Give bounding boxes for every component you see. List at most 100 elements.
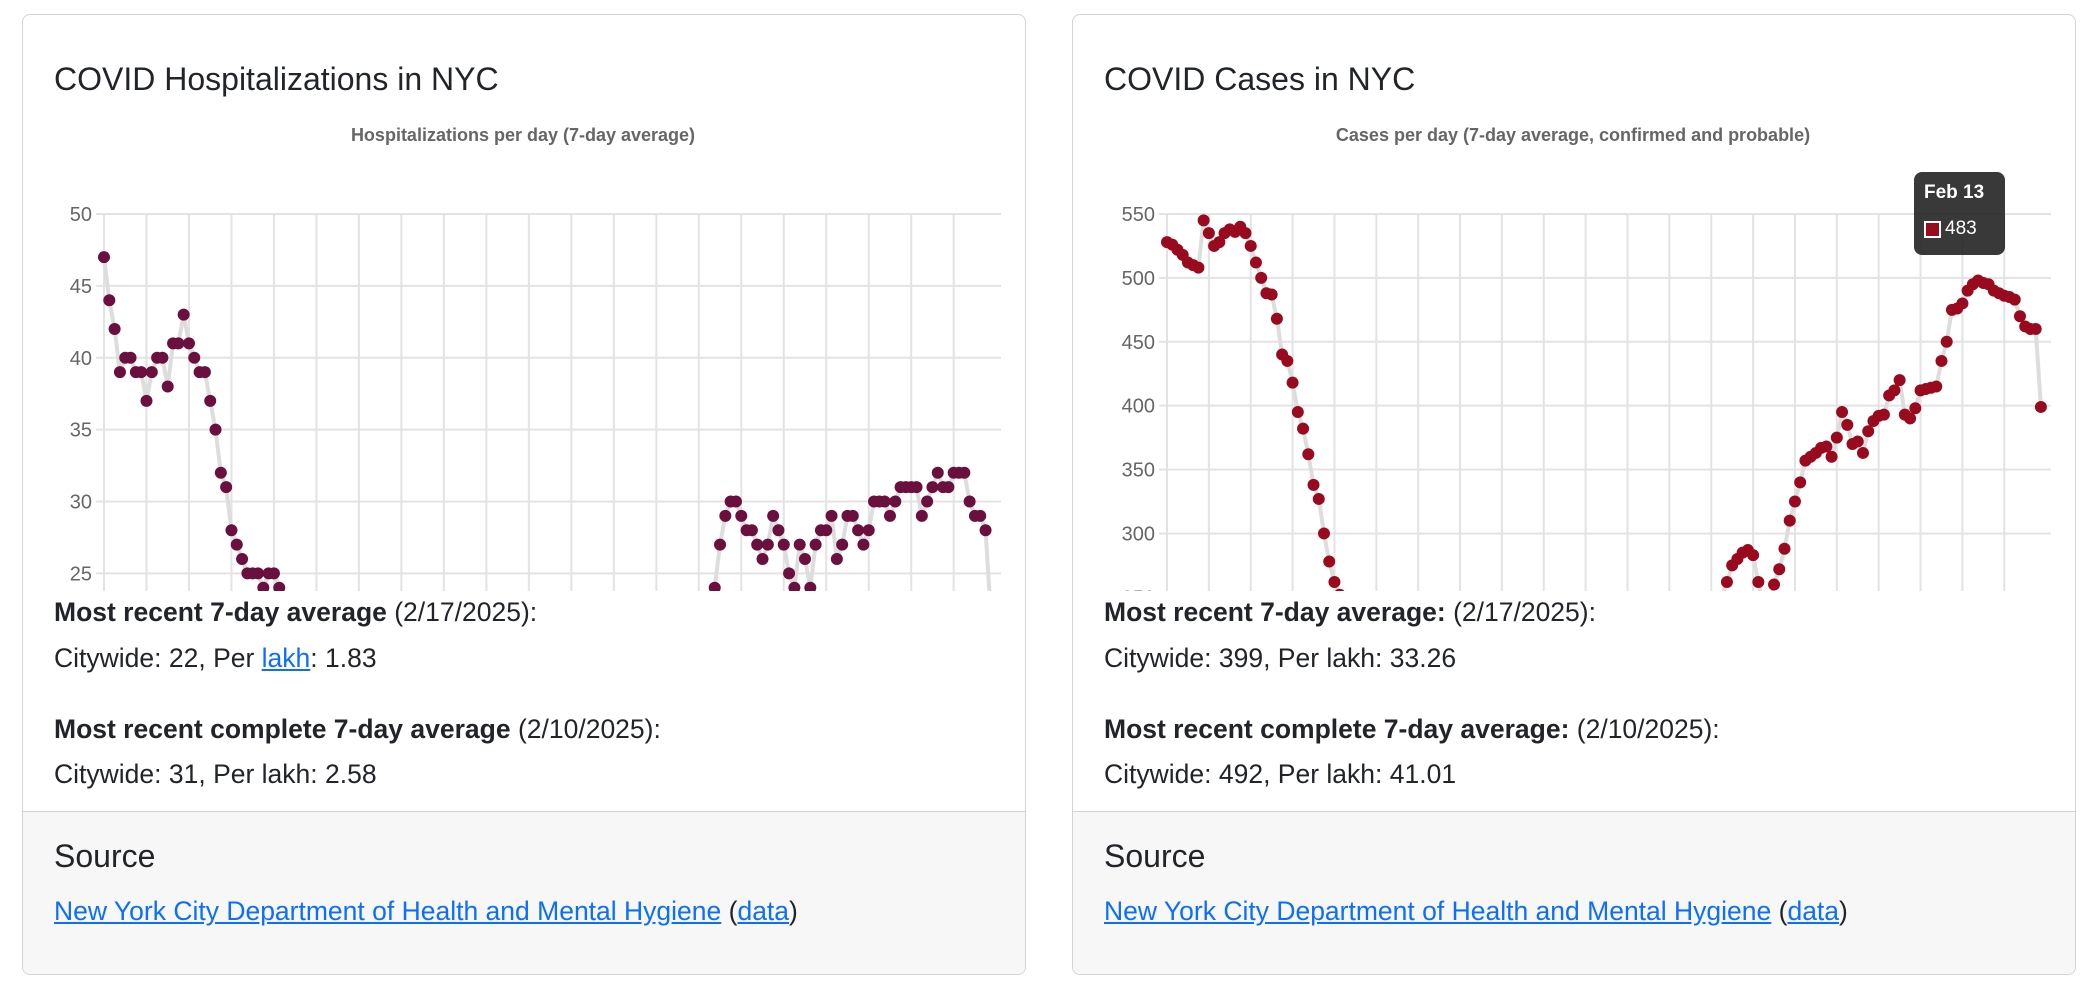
y-tick-label: 550 — [1122, 204, 1155, 226]
source-link[interactable]: New York City Department of Health and M… — [1104, 896, 1772, 926]
y-tick-label: 350 — [1122, 460, 1155, 482]
recent-average-label: Most recent 7-day average — [54, 597, 387, 627]
data-point — [267, 567, 280, 580]
y-tick-label: 35 — [70, 420, 92, 442]
data-point — [172, 337, 185, 350]
data-point — [188, 351, 201, 364]
data-point — [1820, 440, 1833, 453]
complete-average-date: (2/10/2025): — [510, 714, 661, 744]
data-point — [751, 538, 764, 551]
data-point — [161, 380, 174, 393]
data-point — [761, 538, 774, 551]
data-point — [883, 509, 896, 522]
data-point — [140, 394, 153, 407]
data-point — [204, 394, 217, 407]
recent-average-heading: Most recent 7-day average (2/17/2025): — [54, 595, 537, 629]
complete-average-values: Citywide: 31, Per lakh: 2.58 — [54, 759, 377, 789]
data-point — [1312, 492, 1325, 505]
lakh-link[interactable]: lakh — [261, 643, 311, 673]
data-point — [1255, 271, 1268, 284]
data-point — [1841, 418, 1854, 431]
data-point — [1836, 406, 1849, 419]
recent-average-date: (2/17/2025): — [386, 597, 538, 627]
data-point — [1909, 402, 1922, 415]
data-point — [878, 495, 891, 508]
data-point — [830, 553, 843, 565]
paren-close: ) — [1839, 896, 1848, 926]
source-link[interactable]: New York City Department of Health and M… — [54, 896, 722, 926]
card-title: COVID Cases in NYC — [1104, 61, 1416, 97]
data-point — [756, 553, 769, 565]
data-point — [1935, 354, 1948, 367]
recent-average-values: Citywide: 399, Per lakh: 33.26 — [1104, 643, 1457, 673]
data-point — [145, 366, 158, 379]
data-point — [108, 323, 121, 335]
data-link[interactable]: data — [1787, 896, 1840, 926]
data-point — [214, 466, 227, 479]
y-tick-label: 300 — [1122, 523, 1155, 545]
data-point — [921, 495, 934, 508]
data-point — [1317, 527, 1330, 540]
card-title: COVID Hospitalizations in NYC — [54, 61, 499, 97]
data-point — [862, 524, 875, 537]
data-point — [1335, 588, 1345, 591]
complete-average-heading: Most recent complete 7-day average: (2/1… — [1104, 712, 1720, 746]
data-point — [1778, 542, 1791, 555]
recent-average-values: Citywide: 22, Per lakh: 1.83 — [54, 641, 377, 675]
data-point — [809, 538, 822, 551]
data-point — [820, 524, 833, 537]
data-point — [1307, 478, 1320, 491]
data-point — [2029, 323, 2042, 335]
data-point — [1888, 384, 1901, 397]
data-point — [719, 509, 732, 522]
data-point — [846, 509, 859, 522]
tooltip-date: Feb 13 — [1924, 182, 1985, 203]
complete-average-heading: Most recent complete 7-day average (2/10… — [54, 712, 661, 746]
data-point — [1192, 261, 1205, 274]
data-point — [225, 524, 238, 537]
data-point — [2034, 400, 2047, 413]
data-point — [1794, 476, 1807, 489]
tooltip-value: 483 — [1945, 218, 1977, 239]
data-point — [220, 481, 233, 494]
data-point — [958, 466, 971, 479]
data-point — [209, 423, 222, 436]
data-point — [767, 509, 780, 522]
data-point — [177, 308, 190, 321]
chart-title: Hospitalizations per day (7-day average) — [351, 125, 695, 145]
complete-average-label: Most recent complete 7-day average: — [1104, 714, 1570, 744]
data-point — [1297, 422, 1310, 435]
data-point — [2013, 310, 2026, 323]
data-point — [926, 481, 939, 494]
y-tick-label: 25 — [70, 563, 92, 585]
data-point — [714, 538, 727, 551]
y-tick-label: 500 — [1122, 268, 1155, 290]
y-tick-label: 250 — [1122, 587, 1155, 591]
data-point — [1281, 354, 1294, 367]
data-point — [910, 481, 923, 494]
data-point — [1940, 335, 1953, 348]
data-point — [788, 581, 801, 591]
data-point — [198, 366, 211, 379]
data-point — [1244, 239, 1257, 252]
hospitalizations-chart: Hospitalizations per day (7-day average)… — [70, 125, 1001, 591]
recent-average-heading: Most recent 7-day average: (2/17/2025): — [1104, 595, 1596, 629]
data-point — [804, 581, 817, 591]
data-point — [1202, 227, 1215, 240]
data-point — [1862, 425, 1875, 438]
data-point — [931, 466, 944, 479]
data-point — [103, 294, 116, 307]
complete-average-label: Most recent complete 7-day average — [54, 714, 511, 744]
data-link[interactable]: data — [737, 896, 790, 926]
data-point — [1893, 374, 1906, 387]
data-point — [1239, 227, 1252, 240]
recent-per-lakh: : 1.83 — [310, 643, 377, 673]
source-line: New York City Department of Health and M… — [1104, 894, 1848, 928]
data-point — [1302, 448, 1315, 461]
recent-average-label: Most recent 7-day average: — [1104, 597, 1446, 627]
recent-citywide: Citywide: 22, Per — [54, 643, 262, 673]
data-point — [1291, 406, 1304, 419]
data-point — [1825, 450, 1838, 463]
data-point — [1956, 297, 1969, 310]
data-point — [799, 553, 812, 565]
